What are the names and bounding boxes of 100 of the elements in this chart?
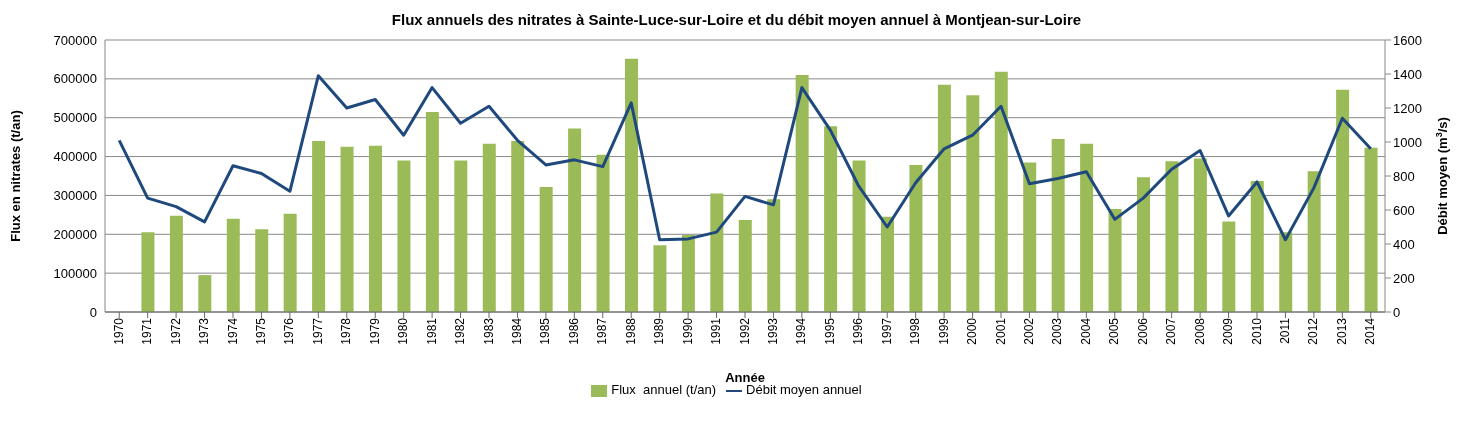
x-tick-label: 2008 [1192,317,1207,345]
x-tick-label: 1995 [822,317,837,345]
x-tick-label: 1977 [310,317,325,345]
bar [596,154,610,312]
x-tick-label: 1994 [794,317,809,345]
bar [909,165,923,312]
bar [681,235,695,312]
bar [1108,209,1122,312]
x-tick-label: 1985 [538,317,553,345]
x-tick-label: 1986 [566,317,581,345]
x-tick-label: 1989 [652,317,667,345]
x-tick-label: 1981 [424,317,439,345]
bar [653,245,667,312]
x-tick-label: 1983 [481,317,496,345]
x-tick-label: 1996 [851,317,866,345]
bar [625,58,638,312]
x-tick-label: 1973 [197,317,212,345]
bar [881,216,894,312]
x-tick-label: 1979 [367,317,382,345]
x-tick-label: 1999 [936,317,951,345]
bar [767,199,781,312]
y-axis-title: Flux en nitrates (t/an) [8,110,23,242]
y-tick-label: 500000 [53,110,97,126]
bar [852,160,866,312]
bar [226,218,240,312]
bar [1222,221,1236,312]
x-tick-label: 1978 [339,317,354,345]
bar [255,229,269,312]
y-tick-label: 400000 [53,149,97,165]
bar [312,141,326,312]
y2-tick-label: 1400 [1393,66,1422,82]
x-tick-label: 1997 [879,317,894,345]
x-tick-label: 1992 [737,317,752,345]
x-tick-label: 1980 [396,317,411,345]
y2-tick-label: 600 [1393,202,1415,218]
x-tick-label: 2007 [1164,317,1179,345]
y2-tick-label: 0 [1393,304,1401,320]
bar [511,141,525,312]
x-tick-label: 2009 [1221,317,1236,345]
bar [1250,181,1264,312]
x-axis-title: Année [725,370,765,385]
x-tick-label: 2011 [1277,317,1292,344]
bar [994,71,1008,312]
bar [283,213,297,312]
bar [539,186,553,312]
x-tick-label: 2010 [1249,317,1264,345]
y-tick-label: 100000 [53,265,97,281]
chart-title: Flux annuels des nitrates à Sainte-Luce-sur-Loire et du débit moyen annuel à Montjean-sur-Loire [390,10,1083,30]
y2-tick-label: 400 [1393,236,1415,252]
x-tick-label: 1982 [453,317,468,345]
x-tick-label: 1987 [595,317,610,345]
bar [340,146,354,312]
line-series [117,74,1373,242]
x-tick-label: 2012 [1306,317,1321,345]
y2-tick-label: 1200 [1393,100,1422,116]
bar [738,219,752,312]
x-tick-label: 1988 [623,317,638,345]
bar [966,95,980,312]
x-tick-label: 1990 [680,317,695,345]
bar [425,111,439,312]
y-tick-label: 700000 [53,32,97,48]
bar [1137,177,1150,312]
bar [397,160,411,312]
bar [795,74,809,312]
bar [198,275,212,312]
legend-label: Flux annuel (t/an) [611,382,717,397]
bar [1279,232,1293,312]
bar [369,145,382,312]
y2-tick-label: 1000 [1393,134,1422,150]
x-tick-label: 1998 [908,317,923,345]
legend-label: Débit moyen annuel [746,382,862,397]
x-tick-label: 2006 [1135,317,1150,345]
bar [824,126,838,312]
y-tick-label: 200000 [53,226,97,242]
bar [1023,162,1037,312]
x-tick-label: 2004 [1078,317,1093,345]
y2-tick-label: 200 [1393,270,1415,286]
y-tick-label: 0 [89,304,97,320]
y-tick-label: 600000 [53,71,97,87]
y-tick-label: 300000 [53,188,97,204]
bar [1080,143,1094,312]
y2-tick-label: 800 [1393,168,1415,184]
x-tick-label: 1993 [765,317,780,345]
bar [1336,89,1350,312]
y2-tick-label: 1600 [1393,32,1422,48]
x-tick-label: 1970 [111,317,126,345]
x-tick-label: 1974 [225,317,240,345]
bar [1165,161,1179,312]
bar [1307,171,1321,312]
x-tick-label: 1975 [253,317,268,345]
x-tick-label: 1971 [140,317,155,345]
x-tick-label: 2001 [993,317,1008,345]
bar [1051,139,1065,312]
bar [169,215,183,312]
x-tick-label: 2005 [1107,317,1122,345]
x-tick-label: 2002 [1021,317,1036,345]
bar [1193,158,1207,312]
x-tick-label: 1984 [509,317,524,345]
x-tick-label: 2003 [1050,317,1065,345]
bar [568,128,582,312]
